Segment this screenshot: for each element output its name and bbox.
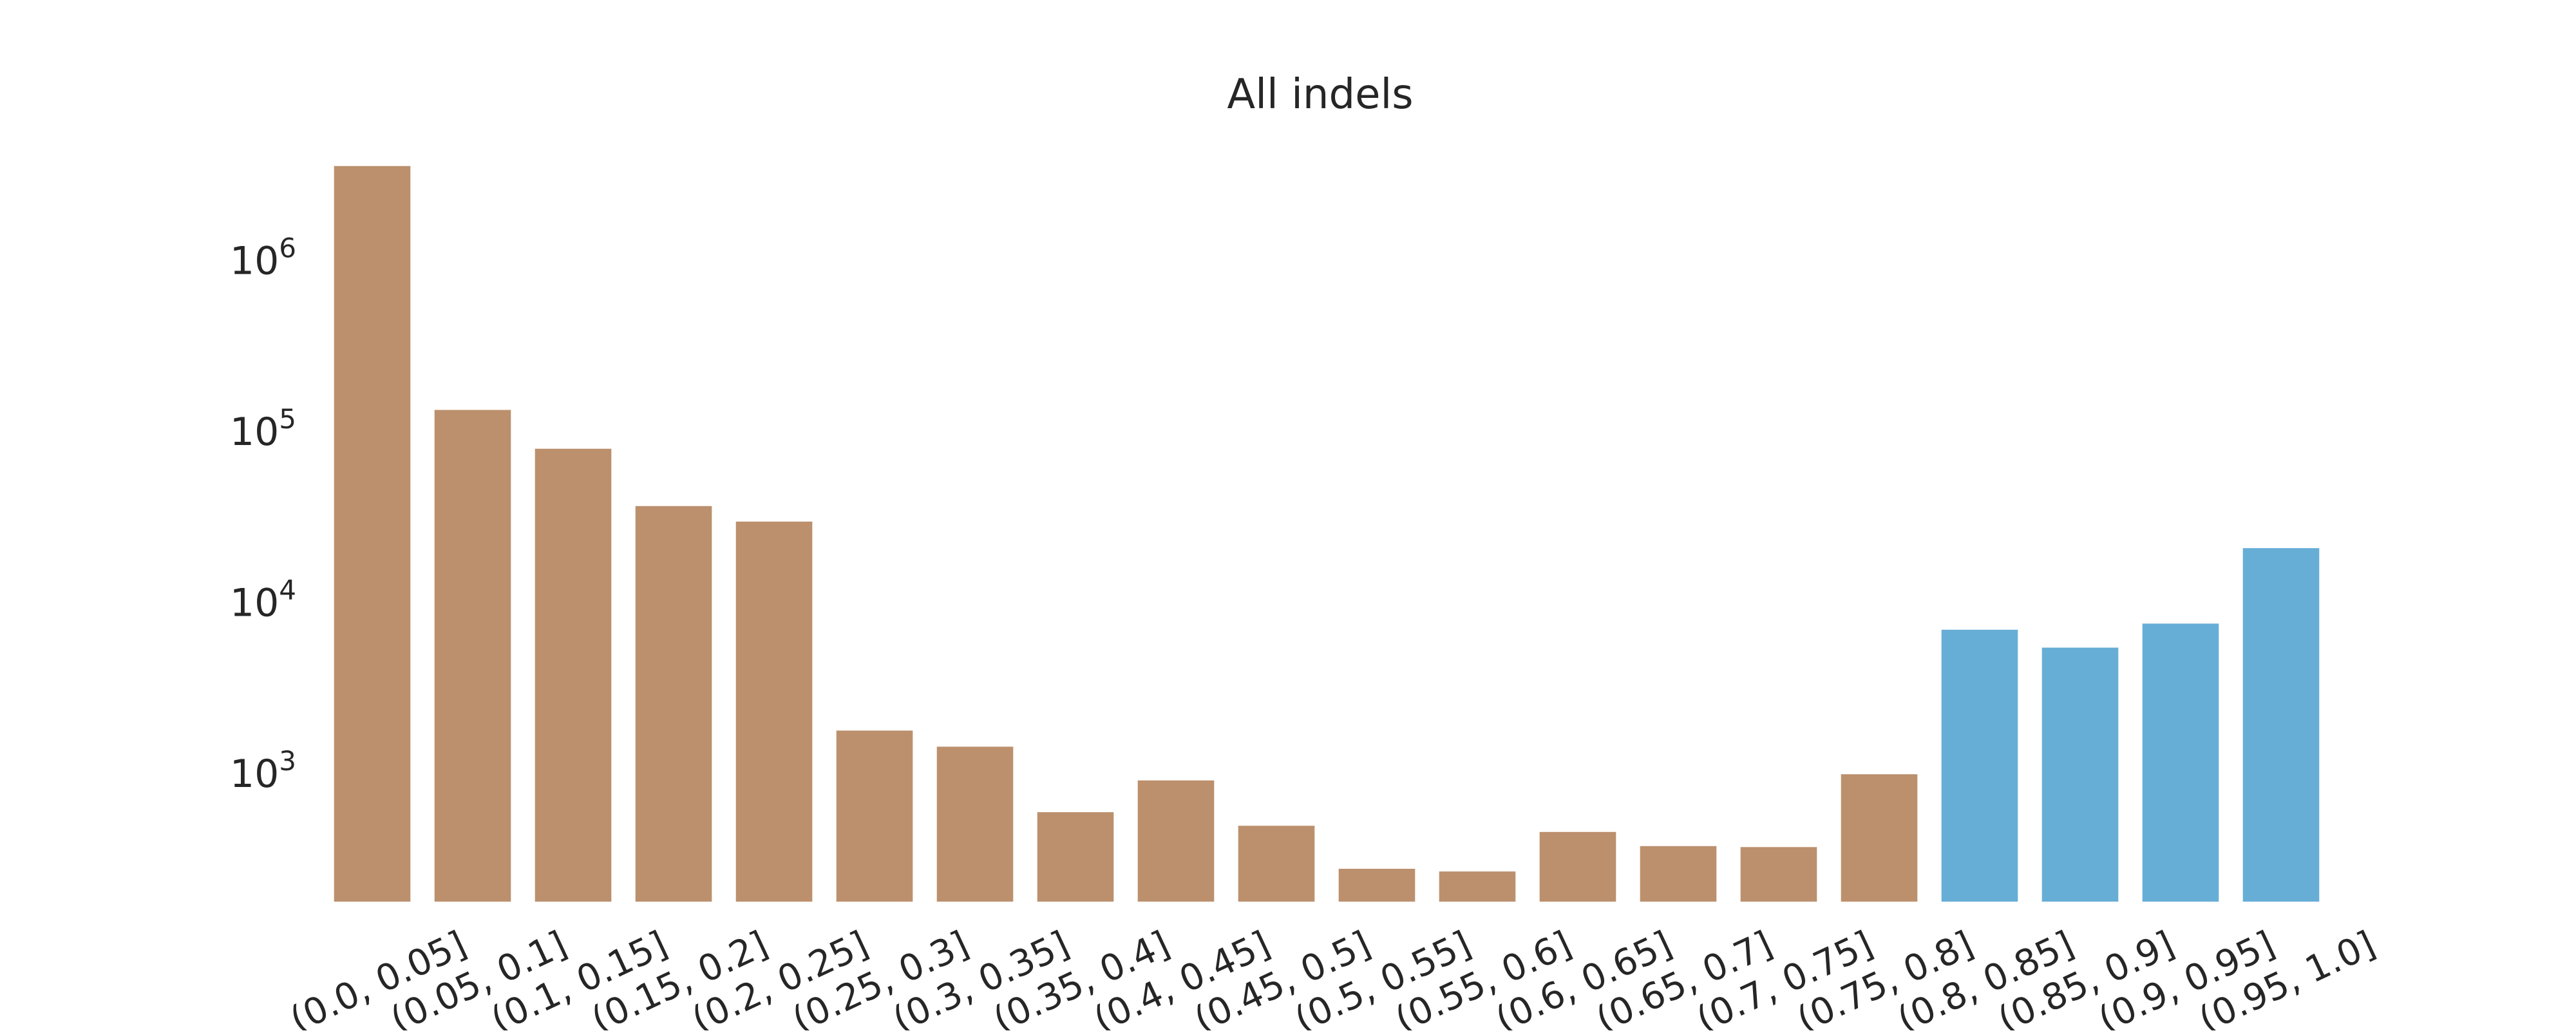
- bar-19: [2242, 548, 2320, 902]
- bar-18: [2142, 623, 2219, 902]
- bar-15: [1841, 774, 1918, 902]
- bar-16: [1941, 629, 2018, 902]
- bar-11: [1439, 871, 1516, 902]
- x-axis-ticks: (0.0, 0.05](0.05, 0.1](0.1, 0.15](0.15, …: [284, 924, 2382, 1033]
- chart-title: All indels: [1227, 71, 1413, 118]
- bar-9: [1238, 826, 1315, 902]
- bar-13: [1640, 846, 1717, 902]
- bar-7: [1037, 812, 1114, 902]
- bar-12: [1539, 831, 1616, 902]
- bar-0: [334, 166, 411, 902]
- y-axis-ticks: 103 104 105 106: [230, 232, 296, 797]
- bar-4: [735, 521, 813, 902]
- bar-17: [2041, 647, 2119, 902]
- y-tick-label-1: 104: [230, 574, 296, 626]
- bar-10: [1338, 869, 1416, 902]
- bar-5: [836, 730, 913, 902]
- bar-14: [1740, 847, 1817, 902]
- bar-2: [535, 448, 612, 902]
- bar-8: [1137, 780, 1215, 902]
- bar-3: [635, 506, 712, 902]
- bar-6: [936, 746, 1014, 902]
- bar-1: [434, 410, 511, 902]
- bars-group: [334, 166, 2320, 902]
- y-tick-label-2: 105: [230, 403, 296, 455]
- y-tick-label-3: 106: [230, 232, 296, 284]
- y-tick-label-0: 103: [230, 745, 296, 797]
